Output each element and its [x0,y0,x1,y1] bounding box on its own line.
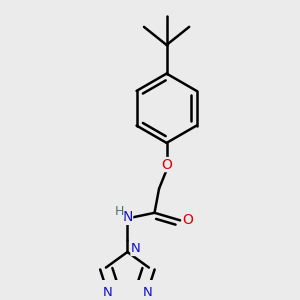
Text: N: N [122,210,133,224]
Text: H: H [114,206,124,218]
Text: N: N [142,286,152,299]
Text: N: N [131,242,141,256]
Text: N: N [103,286,112,299]
Text: O: O [182,213,193,227]
Text: O: O [161,158,172,172]
